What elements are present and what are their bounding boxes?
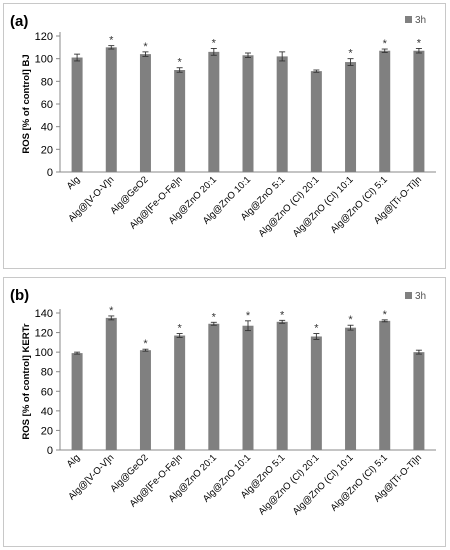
y-axis-title: ROS [% of control] KERTr xyxy=(21,323,32,439)
significance-marker: * xyxy=(246,310,251,322)
y-tick-label: 40 xyxy=(41,406,53,418)
significance-marker: * xyxy=(383,309,388,321)
bar xyxy=(413,50,425,172)
bar xyxy=(105,317,117,450)
significance-marker: * xyxy=(348,48,353,60)
legend-label: 3h xyxy=(415,15,426,26)
bar-chart-a: (a) ROS [% of control] BJ 0 20 40 60 80 100 120 A… xyxy=(10,13,436,239)
x-tick-label: Alg xyxy=(65,452,82,469)
x-tick-label: Alg xyxy=(65,174,82,191)
x-tick-label: Alg@ZnO (Cl) 10:1 xyxy=(291,452,356,517)
y-tick-label: 80 xyxy=(41,367,53,379)
significance-marker: * xyxy=(314,323,319,335)
bar xyxy=(174,335,186,450)
significance-marker: * xyxy=(177,57,182,69)
y-tick-label: 100 xyxy=(35,54,53,66)
bar xyxy=(105,47,117,173)
bar xyxy=(379,50,391,172)
legend-swatch xyxy=(405,292,412,299)
bar xyxy=(71,57,83,172)
significance-marker: * xyxy=(109,305,114,317)
panel-label: (b) xyxy=(10,287,29,304)
significance-marker: * xyxy=(417,37,422,49)
bar xyxy=(310,71,322,172)
y-tick-label: 120 xyxy=(35,328,53,340)
y-tick-label: 60 xyxy=(41,99,53,111)
y-tick-label: 20 xyxy=(41,425,53,437)
x-tick-label: Alg@ZnO (Cl) 20:1 xyxy=(256,174,321,239)
bar xyxy=(71,353,83,450)
panel-label: (a) xyxy=(10,13,28,30)
significance-marker: * xyxy=(348,314,353,326)
bar xyxy=(310,336,322,450)
y-tick-label: 100 xyxy=(35,347,53,359)
significance-marker: * xyxy=(383,38,388,50)
y-tick-label: 20 xyxy=(41,144,53,156)
significance-marker: * xyxy=(280,309,285,321)
significance-marker: * xyxy=(143,338,148,350)
bar xyxy=(208,51,220,172)
bar xyxy=(345,327,357,450)
significance-marker: * xyxy=(212,311,217,323)
y-tick-label: 0 xyxy=(47,445,53,457)
bar xyxy=(242,55,254,173)
significance-marker: * xyxy=(177,323,182,335)
chart-panel-a: (a) ROS [% of control] BJ 0 20 40 60 80 100 120 A… xyxy=(3,3,446,269)
bar xyxy=(413,352,425,450)
legend-swatch xyxy=(405,16,412,23)
y-tick-label: 0 xyxy=(47,167,53,179)
bar xyxy=(139,54,151,173)
y-tick-label: 80 xyxy=(41,76,53,88)
chart-panel-b: (b) ROS [% of control] KERTr 0 20 40 60 80 100 1… xyxy=(3,277,446,547)
y-tick-label: 140 xyxy=(35,308,53,320)
legend-label: 3h xyxy=(415,291,426,302)
y-axis-title: ROS [% of control] BJ xyxy=(21,54,32,153)
significance-marker: * xyxy=(143,41,148,53)
bar xyxy=(174,70,186,172)
significance-marker: * xyxy=(212,37,217,49)
x-tick-label: Alg@ZnO (Cl) 10:1 xyxy=(291,174,356,239)
y-tick-label: 60 xyxy=(41,386,53,398)
y-tick-label: 40 xyxy=(41,122,53,134)
bar xyxy=(345,62,357,172)
x-tick-label: Alg@ZnO (Cl) 20:1 xyxy=(256,452,321,517)
bar xyxy=(242,325,254,450)
bar-chart-b: (b) ROS [% of control] KERTr 0 20 40 60 80 100 1… xyxy=(10,287,436,517)
y-tick-label: 120 xyxy=(35,31,53,43)
bar xyxy=(208,323,220,450)
bar xyxy=(276,321,288,450)
bar xyxy=(139,350,151,450)
bar xyxy=(276,56,288,172)
bar xyxy=(379,320,391,450)
significance-marker: * xyxy=(109,35,114,47)
